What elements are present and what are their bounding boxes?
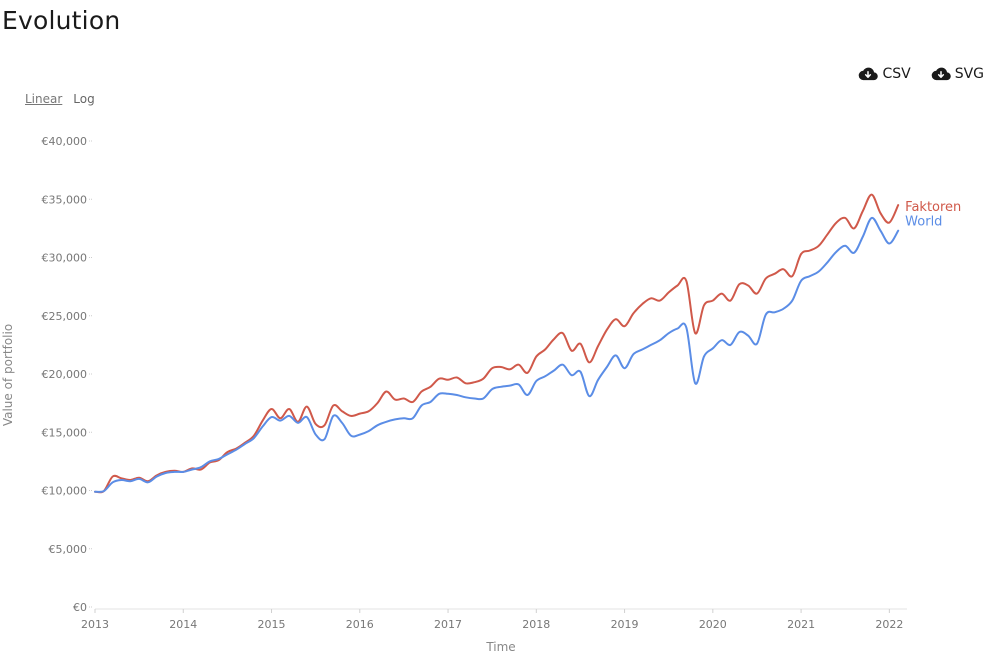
cloud-download-icon — [858, 66, 879, 82]
y-tick-label: €25,000 — [42, 310, 88, 323]
x-tick-label: 2021 — [787, 618, 815, 631]
y-tick-label: €30,000 — [42, 252, 88, 265]
x-tick-label: 2022 — [875, 618, 903, 631]
y-tick-label: €35,000 — [42, 193, 88, 206]
download-svg-button[interactable]: SVG — [931, 66, 984, 82]
series-label-faktoren: Faktoren — [905, 200, 961, 215]
x-tick-label: 2016 — [346, 618, 374, 631]
x-tick-label: 2020 — [699, 618, 727, 631]
x-tick-label: 2013 — [81, 618, 109, 631]
download-toolbar: CSV SVG — [858, 66, 984, 82]
series-label-world: World — [905, 215, 942, 230]
download-csv-button[interactable]: CSV — [858, 66, 911, 82]
x-axis-title: Time — [485, 640, 515, 654]
log-scale-button[interactable]: Log — [73, 92, 95, 106]
x-tick-label: 2015 — [258, 618, 286, 631]
cloud-download-icon — [931, 66, 951, 82]
svg-label: SVG — [954, 66, 984, 82]
y-tick-label: €0 — [73, 601, 87, 614]
y-axis-title: Value of portfolio — [1, 324, 15, 426]
y-tick-label: €10,000 — [42, 485, 88, 498]
x-tick-label: 2019 — [611, 618, 639, 631]
scale-toggle: Linear Log — [25, 92, 95, 106]
y-axis: €0 €5,000 €10,000 €15,000 €20,000 €25,000 €30,… — [42, 135, 93, 614]
y-tick-label: €20,000 — [42, 368, 88, 381]
x-tick-label: 2014 — [169, 618, 197, 631]
linear-scale-button[interactable]: Linear — [25, 92, 63, 106]
csv-label: CSV — [882, 66, 911, 82]
y-tick-label: €5,000 — [49, 543, 88, 556]
series-line-faktoren — [94, 193, 900, 494]
x-tick-label: 2018 — [522, 618, 550, 631]
y-tick-label: €40,000 — [42, 135, 88, 148]
x-tick-label: 2017 — [434, 618, 462, 631]
x-axis: 2013 2014 2015 2016 2017 2018 2019 2020 2021 2022 — [81, 608, 907, 631]
page-title: Evolution — [2, 6, 121, 35]
y-tick-label: €15,000 — [42, 426, 88, 439]
series-line-world — [94, 216, 900, 493]
